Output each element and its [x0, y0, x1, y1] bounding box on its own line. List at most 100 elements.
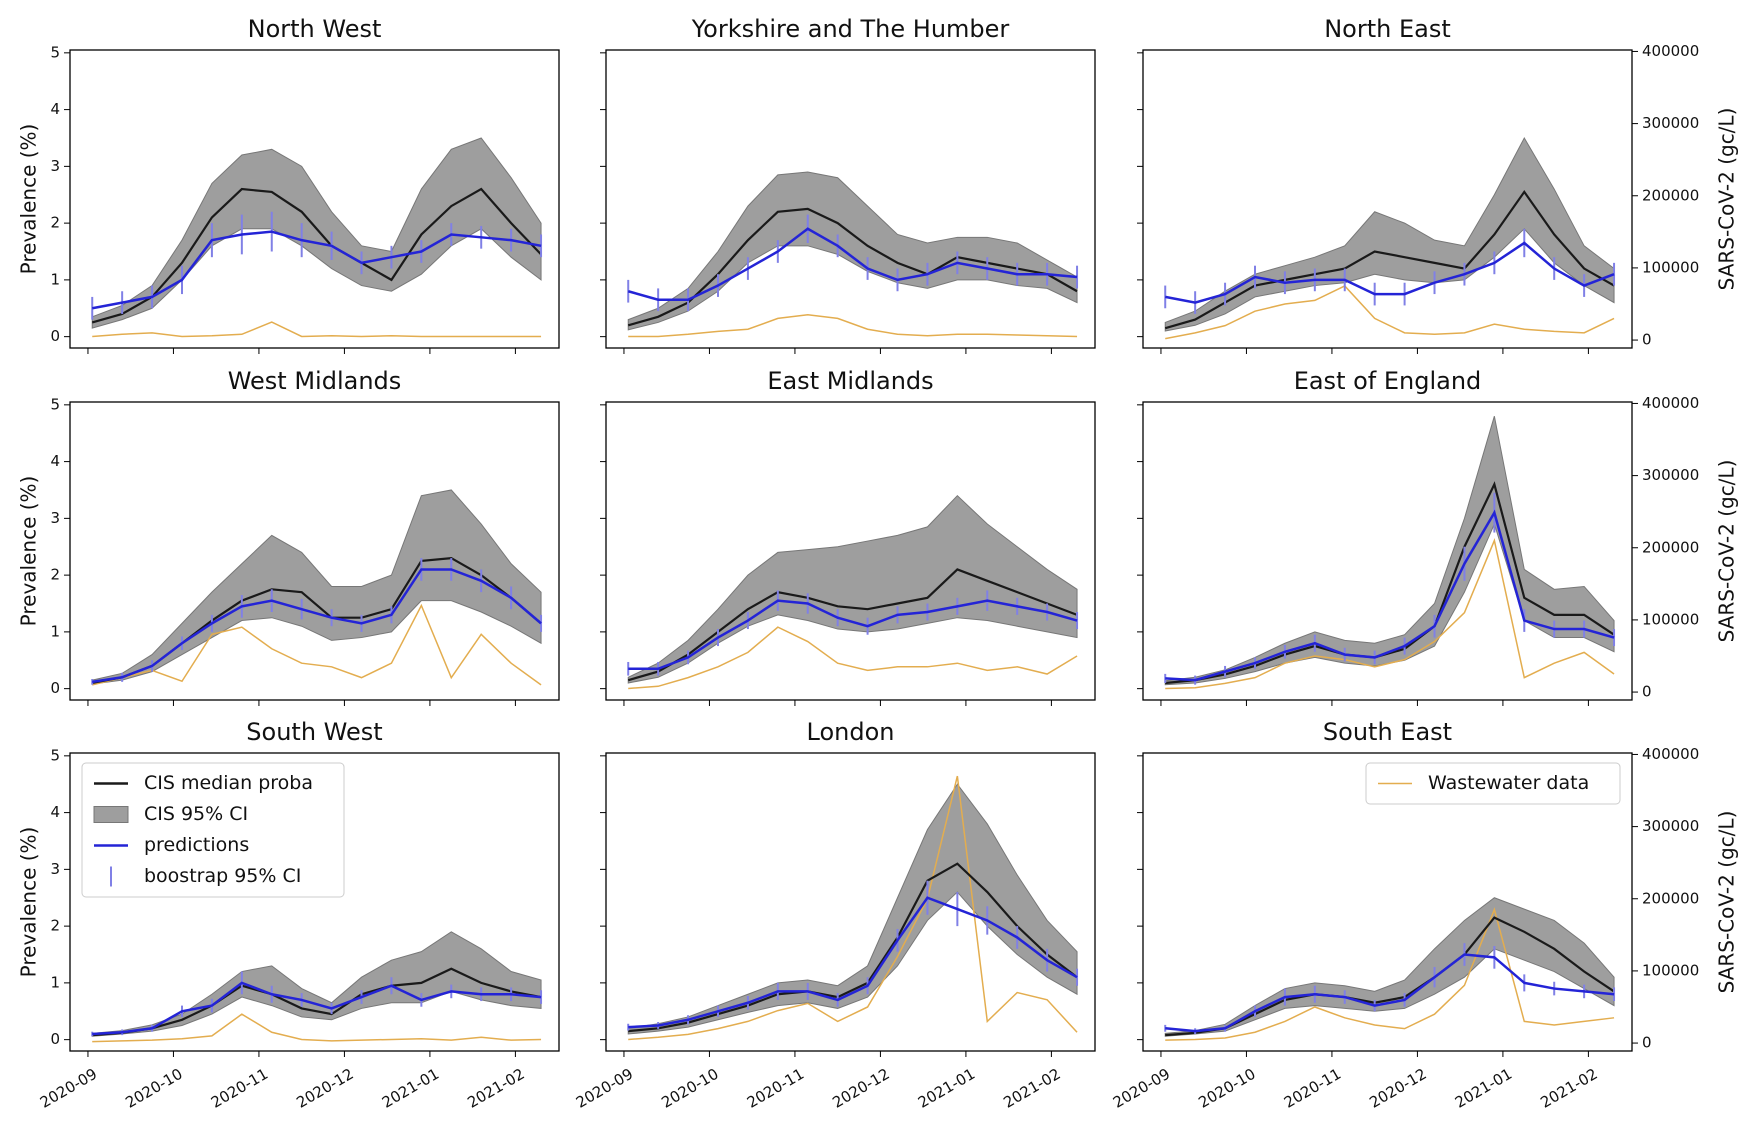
wastewater-line — [92, 321, 542, 338]
y2-axis-label: SARS-CoV-2 (gc/L) — [1715, 811, 1739, 994]
legend-label: CIS median proba — [144, 772, 313, 794]
x-tick-label: 2020-10 — [1195, 1065, 1258, 1112]
y-tick-label: 0 — [50, 1030, 60, 1048]
median-line — [91, 187, 542, 324]
panel-title: East Midlands — [767, 367, 933, 395]
plot-area — [91, 489, 543, 686]
y-axis-label: Prevalence (%) — [17, 476, 41, 627]
panel-title: London — [807, 718, 895, 746]
y-axis-label: Prevalence (%) — [17, 827, 41, 978]
ci-band — [627, 494, 1078, 684]
y-tick-label: 1 — [50, 973, 60, 991]
wastewater-line — [1165, 538, 1615, 690]
median-line — [627, 568, 1078, 682]
plot-frame — [605, 401, 1096, 701]
y2-tick-label: 0 — [1642, 683, 1652, 701]
prediction-line — [91, 230, 542, 310]
y2-tick-label: 400000 — [1642, 745, 1699, 763]
y2-axis-label: SARS-CoV-2 (gc/L) — [1715, 460, 1739, 643]
y2-tick-label: 200000 — [1642, 889, 1699, 907]
y2-tick-label: 300000 — [1642, 466, 1699, 484]
plot-frame — [69, 49, 560, 349]
plot-area — [1164, 136, 1616, 340]
x-tick-label: 2021-02 — [1537, 1065, 1600, 1112]
median-line — [1164, 189, 1615, 330]
ci-band — [1164, 416, 1615, 686]
ci-band — [627, 171, 1078, 331]
y-tick-label: 5 — [50, 43, 60, 61]
wastewater-line — [628, 314, 1078, 338]
median-line — [92, 967, 542, 1037]
y-tick-label: 4 — [50, 803, 60, 821]
plot-area — [627, 494, 1079, 690]
plot-area — [1164, 416, 1616, 690]
wastewater-line — [1165, 285, 1615, 340]
x-tick-label: 2020-11 — [1281, 1065, 1344, 1112]
y-tick-label: 3 — [50, 860, 60, 878]
wastewater-line — [92, 603, 542, 686]
panel-title: East of England — [1294, 367, 1482, 395]
x-tick-label: 2021-02 — [1000, 1065, 1063, 1112]
ci-band — [91, 137, 542, 329]
plot-area — [627, 171, 1079, 338]
plot-frame — [69, 401, 560, 701]
y-tick-label: 2 — [50, 917, 60, 935]
prediction-line — [628, 896, 1078, 1029]
y2-tick-label: 0 — [1642, 331, 1652, 349]
x-tick-label: 2020-09 — [37, 1065, 100, 1112]
legend-box — [81, 762, 345, 898]
legend: Wastewater data — [1365, 762, 1621, 805]
legend-label: CIS 95% CI — [144, 803, 248, 825]
x-tick-label: 2020-10 — [658, 1065, 721, 1112]
panel-title: South West — [246, 718, 382, 746]
y2-tick-label: 400000 — [1642, 42, 1699, 60]
y2-tick-label: 300000 — [1642, 114, 1699, 132]
plot-area — [91, 931, 543, 1043]
ci-band — [627, 783, 1078, 1035]
wastewater-line — [1165, 907, 1615, 1041]
panel-title: North West — [248, 15, 382, 43]
prediction-line — [1165, 953, 1615, 1033]
wastewater-line — [628, 626, 1078, 690]
plot-area — [1164, 897, 1616, 1041]
y-tick-label: 1 — [50, 270, 60, 288]
x-tick-label: 2021-02 — [464, 1065, 527, 1112]
legend: CIS median proba CIS 95% CI predictions boo… — [81, 762, 345, 898]
y2-tick-label: 200000 — [1642, 186, 1699, 204]
plot-frame — [1142, 752, 1633, 1052]
plot-frame — [605, 752, 1096, 1052]
median-line — [628, 862, 1078, 1033]
y-tick-label: 0 — [50, 327, 60, 345]
plot-area — [91, 137, 543, 338]
legend-label: predictions — [144, 834, 249, 856]
x-tick-label: 2020-10 — [122, 1065, 185, 1112]
ci-band — [91, 489, 542, 685]
y2-tick-label: 300000 — [1642, 817, 1699, 835]
y-tick-label: 5 — [50, 395, 60, 413]
legend-swatch — [93, 806, 129, 823]
median-line — [1165, 481, 1615, 685]
x-tick-label: 2020-11 — [208, 1065, 271, 1112]
legend-label: Wastewater data — [1428, 772, 1589, 794]
x-tick-label: 2020-12 — [293, 1065, 356, 1112]
prediction-line — [92, 568, 542, 684]
legend-box — [1365, 762, 1621, 805]
wastewater-line — [92, 1013, 542, 1043]
ci-band — [91, 931, 542, 1037]
y2-tick-label: 400000 — [1642, 394, 1699, 412]
x-tick-label: 2020-11 — [744, 1065, 807, 1112]
panel-title: South East — [1323, 718, 1452, 746]
x-tick-label: 2021-01 — [1452, 1065, 1515, 1112]
plot-area — [627, 775, 1079, 1041]
prediction-line — [1164, 241, 1615, 304]
y2-axis-label: SARS-CoV-2 (gc/L) — [1715, 108, 1739, 291]
y-tick-label: 2 — [50, 566, 60, 584]
panel-title: North East — [1324, 15, 1451, 43]
ci-band — [1164, 136, 1615, 332]
plot-frame — [1142, 49, 1633, 349]
y2-tick-label: 100000 — [1642, 258, 1699, 276]
y-tick-label: 4 — [50, 100, 60, 118]
y-tick-label: 5 — [50, 746, 60, 764]
plot-frame — [605, 49, 1096, 349]
x-tick-label: 2021-01 — [915, 1065, 978, 1112]
